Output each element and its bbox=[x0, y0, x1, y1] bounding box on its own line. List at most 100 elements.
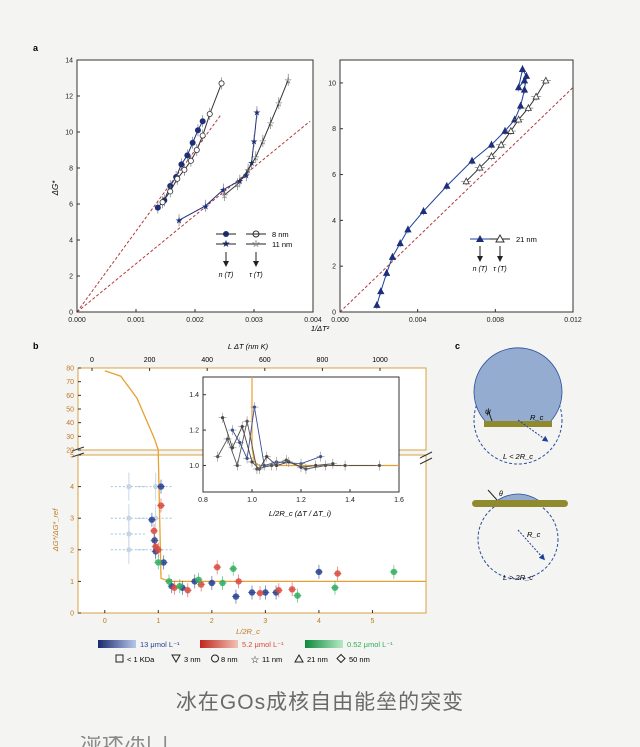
x-tick-label: 0.8 bbox=[198, 497, 208, 504]
data-point bbox=[154, 204, 161, 211]
data-point bbox=[167, 188, 174, 195]
top-x-tick-label: 200 bbox=[144, 357, 156, 364]
data-point: ☆ bbox=[244, 165, 252, 175]
theory-curve-line bbox=[104, 370, 426, 583]
data-point bbox=[197, 581, 205, 588]
y-tick-label: 8 bbox=[69, 166, 73, 173]
data-point bbox=[240, 424, 244, 429]
legend-star-icon: ☆ bbox=[251, 655, 260, 666]
data-point bbox=[514, 83, 523, 91]
data-point bbox=[520, 85, 529, 93]
x-tick-label: 2 bbox=[210, 618, 214, 625]
contact-angle-arc bbox=[487, 409, 493, 422]
colorbar-5.2 bbox=[200, 640, 238, 648]
plot-frame bbox=[76, 59, 314, 313]
faded-point bbox=[126, 515, 132, 521]
data-point bbox=[487, 140, 496, 148]
colorbar-13 bbox=[98, 640, 136, 648]
y-tick-label: 1.0 bbox=[189, 463, 199, 470]
data-point bbox=[238, 440, 242, 445]
y-tick-label: 10 bbox=[65, 130, 73, 137]
radius-arrow bbox=[517, 419, 549, 442]
data-point: ☆ bbox=[220, 191, 228, 201]
data-point bbox=[314, 463, 318, 468]
data-point bbox=[497, 140, 505, 148]
inset-frame bbox=[202, 376, 400, 493]
data-point bbox=[396, 239, 404, 247]
panel-label-b: b bbox=[33, 341, 39, 351]
legend-diamond-icon bbox=[336, 653, 346, 664]
legend-marker-filled-triangle bbox=[476, 235, 484, 242]
legend-label-21nm: 21 nm bbox=[516, 235, 537, 244]
x-tick-label: 1 bbox=[156, 618, 160, 625]
x-tick-label: 3 bbox=[263, 618, 267, 625]
data-point bbox=[189, 139, 196, 146]
data-point bbox=[262, 589, 269, 596]
y-tick-label: 6 bbox=[332, 172, 336, 179]
data-point bbox=[468, 156, 476, 164]
y-tick-label: 70 bbox=[66, 379, 74, 386]
data-point bbox=[219, 579, 226, 587]
legend-conc-0.52: 0.52 μmol L⁻¹ bbox=[347, 640, 393, 649]
x-tick-label: 1.6 bbox=[394, 497, 404, 504]
y-tick-label: 8 bbox=[332, 126, 336, 133]
data-point bbox=[516, 101, 525, 109]
data-point bbox=[181, 166, 188, 173]
data-point bbox=[178, 161, 185, 168]
data-point bbox=[343, 463, 347, 468]
x-tick-label: 0.004 bbox=[304, 317, 322, 324]
panel-c-bottom-diagram: θ R_c L > 2R_c bbox=[472, 489, 568, 582]
y-tick-label: 4 bbox=[69, 238, 73, 245]
data-point bbox=[225, 437, 230, 441]
y-ticks: 0 2 4 6 8 10 bbox=[328, 80, 343, 317]
series-group: ★★★★★★★★☆☆☆☆☆☆☆☆ bbox=[154, 73, 292, 227]
data-point bbox=[218, 80, 225, 87]
y-tick-label: 4 bbox=[70, 484, 74, 491]
panel-c-top-diagram: ψ R_c L < 2R_c bbox=[473, 347, 563, 465]
rc-label-bottom: R_c bbox=[527, 530, 541, 539]
theta-symbol: θ bbox=[499, 491, 503, 498]
data-point bbox=[206, 111, 213, 118]
legend-conc-5.2: 5.2 μmol L⁻¹ bbox=[242, 640, 284, 649]
data-point: ★ bbox=[253, 108, 261, 118]
data-point bbox=[288, 586, 296, 593]
y-ticks: 0 2 4 6 8 10 12 14 bbox=[65, 58, 80, 317]
chart-b-inset: 0.8 1.0 1.2 1.4 1.6 1.0 1.2 1.4 L/2R_c (ΔT / Δ… bbox=[189, 376, 404, 518]
theory-curve bbox=[104, 370, 426, 583]
data-point bbox=[274, 463, 279, 468]
psi-symbol: ψ bbox=[485, 407, 491, 416]
figure-caption: 冰在GOs成核自由能垒的突变 bbox=[175, 691, 465, 714]
legend-b: 13 μmol L⁻¹ 5.2 μmol L⁻¹ 0.52 μmol L⁻¹ <… bbox=[98, 640, 393, 666]
data-point bbox=[388, 252, 397, 260]
data-point bbox=[199, 118, 206, 125]
data-point bbox=[462, 177, 470, 185]
data-point bbox=[524, 104, 533, 111]
top-x-tick-label: 1000 bbox=[372, 357, 388, 364]
top-x-ticks: 0 200 400 600 800 1000 bbox=[90, 357, 388, 371]
reference-lines bbox=[339, 87, 574, 313]
condition-bottom: L > 2R_c bbox=[503, 573, 533, 582]
x-ticks: 0.8 1.0 1.2 1.4 1.6 bbox=[198, 489, 404, 504]
data-point: ☆ bbox=[259, 137, 267, 147]
x-tick-label: 0.004 bbox=[409, 317, 427, 324]
panel-label-c: c bbox=[455, 341, 460, 351]
data-point bbox=[160, 559, 167, 566]
y-tick-label: 0 bbox=[332, 310, 336, 317]
rc-label-top: R_c bbox=[530, 413, 544, 422]
data-point bbox=[377, 463, 381, 468]
data-point bbox=[232, 593, 240, 600]
legend-col-tau: τ (T) bbox=[249, 272, 263, 279]
panel-label-a: a bbox=[33, 43, 39, 53]
y-tick-label: 50 bbox=[66, 407, 74, 414]
cropped-text: 湿迷冻门 bbox=[80, 736, 200, 747]
data-point bbox=[304, 467, 308, 471]
top-x-tick-label: 0 bbox=[90, 357, 94, 364]
data-point bbox=[165, 578, 173, 585]
colorbar-0.52 bbox=[305, 640, 343, 648]
data-point bbox=[230, 428, 234, 432]
data-point: ★ bbox=[250, 137, 258, 147]
legend-size-21nm: 21 nm bbox=[307, 655, 328, 664]
x-axis-label: 1/ΔT² bbox=[311, 324, 330, 333]
y-tick-label: 10 bbox=[328, 80, 336, 87]
